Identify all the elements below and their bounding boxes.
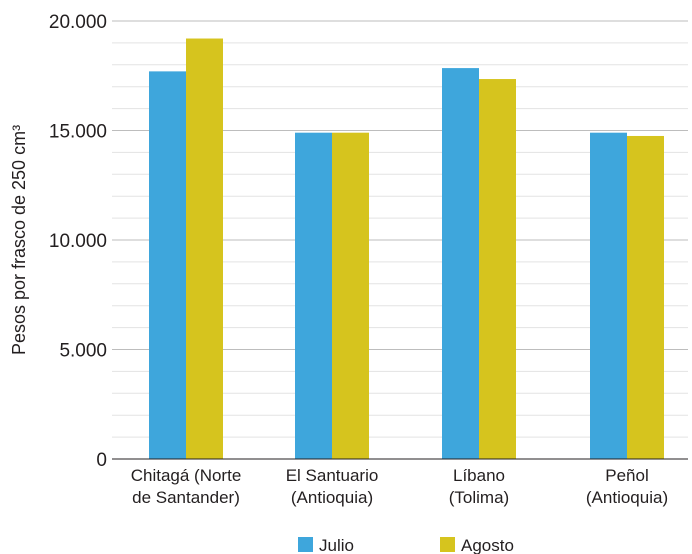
x-axis-categories: Chitagá (Norte de Santander) El Santuario (… (131, 466, 668, 507)
y-tick-label: 20.000 (49, 12, 107, 33)
legend-swatch-julio (298, 537, 313, 552)
x-category-label: (Antioquia) (291, 488, 373, 507)
x-category-label: (Tolima) (449, 488, 509, 507)
legend: Julio Agosto (298, 536, 514, 554)
legend-label-agosto: Agosto (461, 536, 514, 554)
y-axis-ticks: 0 5.000 10.000 15.000 20.000 (49, 12, 107, 471)
x-category-label: Líbano (453, 466, 505, 485)
y-tick-label: 5.000 (59, 341, 107, 362)
bar-agosto-2 (332, 132, 369, 459)
bars (149, 38, 664, 460)
legend-swatch-agosto (440, 537, 455, 552)
bar-julio-3 (442, 68, 479, 460)
y-axis-label: Pesos por frasco de 250 cm³ (9, 125, 29, 355)
x-category-label: de Santander) (132, 488, 240, 507)
bar-agosto-1 (186, 38, 223, 460)
y-tick-label: 15.000 (49, 122, 107, 143)
bar-agosto-3 (479, 79, 516, 459)
x-category-label: Chitagá (Norte (131, 466, 242, 485)
legend-label-julio: Julio (319, 536, 354, 554)
x-category-label: Peñol (605, 466, 648, 485)
bar-julio-1 (149, 71, 186, 460)
bar-julio-2 (295, 132, 332, 459)
bar-julio-4 (590, 132, 627, 459)
bar-agosto-4 (627, 135, 664, 459)
y-tick-label: 0 (96, 450, 107, 471)
x-category-label: El Santuario (286, 466, 379, 485)
y-tick-label: 10.000 (49, 231, 107, 252)
x-category-label: (Antioquia) (586, 488, 668, 507)
